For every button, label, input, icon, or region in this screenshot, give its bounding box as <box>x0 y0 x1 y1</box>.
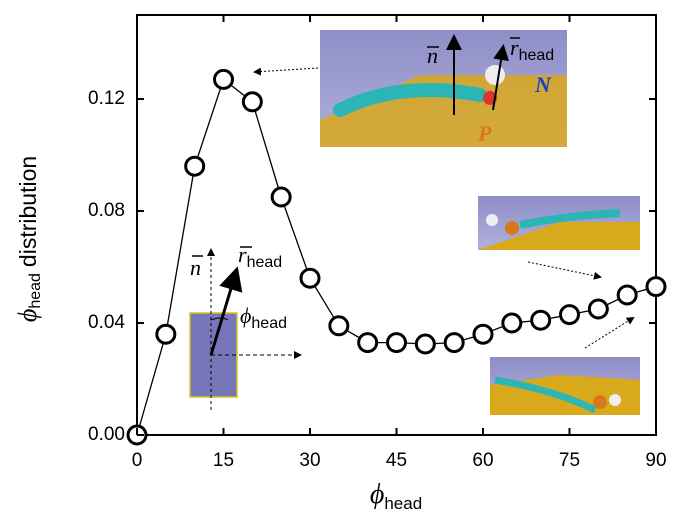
annotation-text: P <box>477 121 492 146</box>
x-tick-label: 45 <box>386 450 407 471</box>
data-point <box>618 286 636 304</box>
data-point <box>388 334 406 352</box>
y-tick-label: 0.08 <box>88 200 125 221</box>
x-tick-label: 60 <box>472 450 493 471</box>
inset-bottom <box>490 357 640 415</box>
data-point <box>243 93 261 111</box>
data-point <box>532 311 550 329</box>
annotation-text: ϕ <box>240 303 251 328</box>
inset-mid <box>478 196 640 250</box>
data-point <box>272 188 290 206</box>
pointer <box>585 318 633 348</box>
x-tick-label: 75 <box>559 450 580 471</box>
annotation-sub: head <box>247 254 283 271</box>
data-point <box>416 335 434 353</box>
data-point <box>445 334 463 352</box>
annotation: ϕhead <box>240 303 287 332</box>
y-tick-label: 0.04 <box>88 312 125 333</box>
data-point <box>359 334 377 352</box>
pointer <box>528 262 600 277</box>
annotation: P <box>477 121 492 146</box>
annotation: n <box>190 255 201 280</box>
annotation-text: n <box>427 43 438 68</box>
data-point <box>157 325 175 343</box>
chart: ϕheaddistribution ϕhead 0.000.040.080.12… <box>0 0 674 519</box>
data-point <box>186 157 204 175</box>
data-point <box>561 306 579 324</box>
data-point <box>474 325 492 343</box>
x-tick-label: 15 <box>213 450 234 471</box>
annotation: n <box>427 43 438 68</box>
data-point <box>589 300 607 318</box>
data-point <box>330 317 348 335</box>
y-tick-label: 0.00 <box>88 424 125 445</box>
annotation: rhead <box>238 242 282 271</box>
annotation-sub: head <box>519 47 555 64</box>
x-tick-label: 90 <box>645 450 666 471</box>
data-point <box>647 278 665 296</box>
y-tick-label: 0.12 <box>88 88 125 109</box>
annotation-sub: head <box>251 315 287 332</box>
x-axis-label: ϕhead <box>370 479 422 513</box>
pointer <box>255 68 318 72</box>
x-tick-label: 30 <box>299 450 320 471</box>
data-point <box>215 70 233 88</box>
annotation-text: N <box>534 72 552 97</box>
y-axis-label: ϕheaddistribution <box>13 156 44 322</box>
x-tick-label: 0 <box>132 450 143 471</box>
annotation: N <box>534 72 552 97</box>
data-point <box>503 314 521 332</box>
annotation-text: n <box>190 255 201 280</box>
data-point <box>301 269 319 287</box>
